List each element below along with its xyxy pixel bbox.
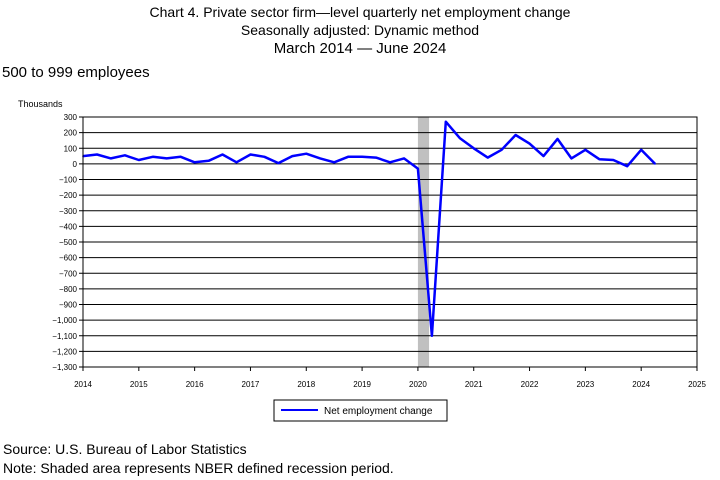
data-point (249, 153, 252, 156)
data-point (151, 156, 154, 158)
data-point (235, 161, 238, 164)
data-point (124, 154, 126, 157)
series-line (82, 120, 656, 338)
y-tick-label: 300 (64, 113, 78, 122)
y-axis-ticks: 300 200 100 0 −100 −200 −300 −400 −500 −600 −700 −8… (52, 113, 83, 372)
chart-title: Chart 4. Private sector firm—level quart… (149, 4, 571, 20)
gridlines (83, 132, 697, 352)
data-point (445, 120, 447, 123)
data-point (347, 156, 349, 158)
size-class-label: 500 to 999 employees (2, 64, 150, 81)
data-point (542, 155, 545, 157)
y-tick-label: −1,000 (52, 316, 77, 325)
y-tick-label: −200 (59, 191, 78, 200)
x-tick-label: 2015 (130, 380, 148, 389)
y-tick-label: −500 (59, 238, 78, 247)
data-point (626, 165, 629, 168)
data-point (458, 137, 461, 139)
y-tick-label: −400 (59, 222, 78, 231)
data-point (640, 149, 642, 151)
data-point (333, 161, 335, 164)
x-tick-label: 2019 (353, 380, 371, 389)
x-tick-label: 2016 (186, 380, 204, 389)
data-point (612, 159, 615, 161)
x-tick-label: 2022 (521, 380, 539, 389)
x-tick-label: 2020 (409, 380, 427, 389)
data-point (570, 157, 573, 160)
legend: Net employment change (273, 399, 448, 422)
data-point (431, 334, 433, 337)
data-point (110, 157, 112, 160)
y-tick-label: −700 (59, 269, 78, 278)
line-chart: 300 200 100 0 −100 −200 −300 −400 −500 −600 −700 −8… (18, 99, 706, 422)
source-note: Source: U.S. Bureau of Labor Statistics (3, 441, 247, 457)
y-tick-label: −300 (59, 207, 78, 216)
y-tick-label: −100 (59, 176, 78, 185)
data-point (291, 155, 294, 157)
x-tick-label: 2024 (632, 380, 650, 389)
data-point (598, 158, 601, 160)
data-point (179, 156, 182, 158)
data-point (263, 156, 266, 158)
data-point (96, 153, 98, 156)
chart-subtitle-method: Seasonally adjusted: Dynamic method (240, 22, 480, 38)
y-tick-label: −1,100 (52, 332, 77, 341)
legend-label: Net employment change (324, 406, 433, 417)
y-tick-label: −1,300 (52, 363, 77, 372)
data-point (556, 138, 559, 140)
data-point (207, 159, 210, 162)
data-point (319, 157, 322, 160)
y-tick-label: −900 (59, 301, 78, 310)
data-point (193, 161, 196, 164)
x-tick-label: 2025 (688, 380, 706, 389)
y-tick-label: 0 (73, 160, 78, 169)
data-point (500, 149, 503, 151)
data-point (403, 157, 405, 160)
x-tick-label: 2021 (465, 380, 483, 389)
data-point (472, 147, 475, 150)
data-point (486, 156, 489, 159)
data-point (417, 167, 419, 170)
data-point (528, 142, 531, 145)
data-point (389, 161, 391, 164)
series-layer (82, 120, 656, 338)
data-point (221, 153, 224, 156)
data-point (305, 152, 308, 155)
chart-date-range: March 2014 — June 2024 (273, 40, 447, 57)
y-tick-label: 100 (64, 144, 78, 153)
y-axis-label: Thousands (18, 99, 63, 109)
data-point (514, 134, 517, 136)
data-point (165, 157, 168, 160)
y-tick-label: −600 (59, 254, 78, 263)
x-tick-label: 2023 (576, 380, 594, 389)
data-point (277, 162, 280, 164)
x-axis-ticks: 2014 2015 2016 2017 2018 2019 2020 2021 2022 2023… (74, 367, 706, 389)
x-tick-label: 2014 (74, 380, 92, 389)
y-tick-label: −800 (59, 285, 78, 294)
legend-box (273, 399, 448, 422)
data-point (654, 163, 656, 165)
data-point (375, 156, 377, 159)
data-point (138, 159, 140, 161)
x-tick-label: 2017 (242, 380, 260, 389)
data-point (361, 156, 363, 158)
recession-note: Note: Shaded area represents NBER define… (3, 460, 394, 476)
y-tick-label: 200 (64, 129, 78, 138)
data-point (584, 149, 587, 151)
y-tick-label: −1,200 (52, 347, 77, 356)
x-tick-label: 2018 (297, 380, 315, 389)
